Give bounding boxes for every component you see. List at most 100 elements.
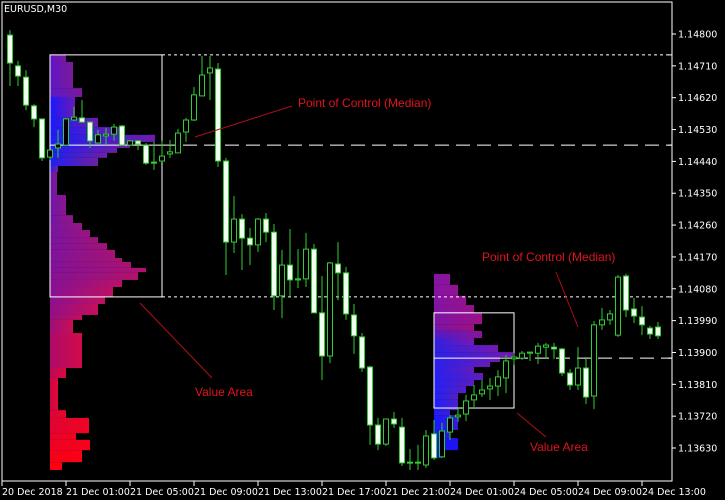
bear-candle-body bbox=[15, 65, 21, 77]
volume-profile-bar bbox=[50, 319, 73, 334]
volume-profile-bar bbox=[434, 410, 450, 416]
price-tick-label: 1.14800 bbox=[678, 30, 717, 41]
candle bbox=[367, 365, 373, 445]
volume-profile-bar bbox=[434, 380, 474, 387]
bear-candle-body bbox=[351, 314, 357, 337]
candle bbox=[383, 418, 389, 446]
volume-profile-bar bbox=[50, 377, 58, 411]
candle bbox=[311, 243, 317, 314]
bear-candle-body bbox=[247, 237, 253, 246]
candle bbox=[87, 121, 93, 148]
price-tick-label: 1.13720 bbox=[678, 412, 717, 423]
candle bbox=[31, 104, 37, 128]
candle bbox=[631, 297, 637, 324]
candle bbox=[47, 149, 53, 160]
bull-candle-body bbox=[607, 313, 613, 321]
plot-frame bbox=[1, 1, 673, 482]
candle bbox=[487, 377, 493, 400]
candle bbox=[103, 128, 109, 146]
volume-profile-bar bbox=[434, 438, 458, 451]
volume-profile-bar bbox=[50, 261, 131, 268]
bull-candle-body bbox=[303, 248, 309, 280]
bull-candle-body bbox=[495, 376, 501, 387]
bear-candle-body bbox=[639, 316, 645, 326]
candle bbox=[431, 420, 437, 461]
candle bbox=[111, 123, 117, 141]
volume-profile-bar bbox=[434, 330, 482, 338]
price-tick-label: 1.13990 bbox=[678, 316, 717, 327]
candle bbox=[607, 310, 613, 325]
candle bbox=[359, 333, 365, 372]
candle bbox=[95, 129, 101, 144]
price-axis[interactable]: 1.14800 1.14710 1.14620 1.14530 1.14440 1.143… bbox=[672, 30, 717, 455]
bull-candle-body bbox=[47, 149, 53, 158]
volume-profile-bar bbox=[434, 352, 513, 358]
volume-profile-bar bbox=[50, 450, 82, 463]
candle bbox=[191, 87, 197, 122]
bear-candle-body bbox=[343, 272, 349, 315]
time-axis[interactable]: 20 Dec 2018 21 Dec 01:00 21 Dec 05:00 21 De… bbox=[1, 481, 706, 498]
annotation-pointer-line bbox=[516, 412, 547, 438]
candle bbox=[495, 370, 501, 396]
candle bbox=[623, 273, 629, 318]
candle bbox=[199, 55, 205, 97]
bull-candle-body bbox=[407, 461, 413, 464]
candle bbox=[335, 242, 341, 301]
candle bbox=[183, 117, 189, 142]
candle bbox=[463, 394, 469, 422]
candle bbox=[207, 55, 213, 101]
candle bbox=[303, 232, 309, 288]
candle bbox=[319, 276, 325, 381]
time-tick-label: 24 Dec 05:00 bbox=[514, 487, 578, 498]
bear-candle-body bbox=[287, 264, 293, 281]
bull-candle-body bbox=[527, 351, 533, 354]
volume-profile-bar bbox=[434, 450, 442, 458]
time-tick-label: 24 Dec 09:00 bbox=[578, 487, 642, 498]
bull-candle-body bbox=[535, 345, 541, 354]
candle bbox=[71, 106, 77, 122]
bull-candle-body bbox=[439, 430, 445, 458]
time-tick-label: 21 Dec 09:00 bbox=[194, 487, 258, 498]
volume-profile-bar bbox=[50, 96, 75, 118]
volume-profile-bar bbox=[434, 386, 466, 394]
bull-candle-body bbox=[199, 74, 205, 97]
bear-candle-body bbox=[567, 372, 573, 386]
price-tick-label: 1.13810 bbox=[678, 380, 717, 391]
price-tick-label: 1.14080 bbox=[678, 284, 717, 295]
price-tick-label: 1.14530 bbox=[678, 125, 717, 136]
candle bbox=[511, 353, 517, 365]
annotation-label: Value Area bbox=[195, 385, 253, 399]
candle bbox=[519, 351, 525, 360]
volume-profile-bar bbox=[434, 415, 458, 430]
bear-candle-body bbox=[119, 125, 125, 146]
candle bbox=[543, 342, 549, 359]
volume-profile-bar bbox=[50, 433, 76, 440]
volume-profile-bar bbox=[434, 372, 483, 381]
bull-candle-body bbox=[503, 360, 509, 379]
price-tick-label: 1.14620 bbox=[678, 93, 717, 104]
candle bbox=[55, 129, 61, 158]
bull-candle-body bbox=[279, 264, 285, 297]
volume-profile-bar bbox=[434, 284, 458, 296]
time-tick-label: 21 Dec 13:00 bbox=[258, 487, 322, 498]
volume-profile-bar bbox=[50, 230, 90, 238]
candle bbox=[447, 415, 453, 440]
price-tick-label: 1.14710 bbox=[678, 61, 717, 72]
candle bbox=[223, 157, 229, 275]
candle bbox=[135, 140, 141, 151]
bull-candle-body bbox=[479, 389, 485, 395]
volume-profile-bar bbox=[50, 127, 123, 135]
candle bbox=[351, 303, 357, 354]
bull-candle-body bbox=[103, 133, 109, 137]
candle bbox=[327, 261, 333, 364]
candle bbox=[599, 307, 605, 330]
candle bbox=[551, 342, 557, 359]
candle bbox=[415, 444, 421, 470]
volume-profile-bar bbox=[50, 462, 62, 470]
bear-candle-body bbox=[151, 161, 157, 164]
time-tick-label: 20 Dec 2018 bbox=[2, 487, 63, 498]
bull-candle-body bbox=[183, 119, 189, 133]
volume-profile-bar bbox=[434, 362, 490, 367]
time-tick-label: 21 Dec 17:00 bbox=[322, 487, 386, 498]
